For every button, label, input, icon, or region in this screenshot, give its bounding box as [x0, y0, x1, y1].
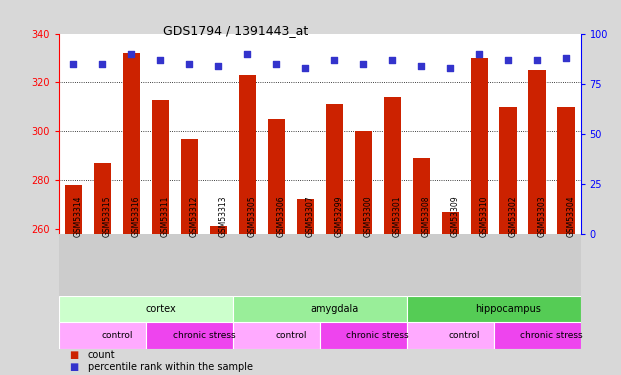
Text: GSM53306: GSM53306: [276, 195, 285, 237]
Text: GSM53304: GSM53304: [566, 195, 575, 237]
Text: GSM53310: GSM53310: [479, 195, 488, 237]
Point: [271, 61, 281, 67]
Bar: [355, 131, 372, 234]
Text: GSM53311: GSM53311: [160, 195, 170, 237]
Text: control: control: [101, 331, 133, 340]
Point: [503, 57, 513, 63]
Bar: [494, 322, 581, 349]
Text: ■: ■: [70, 362, 79, 372]
Bar: [59, 322, 146, 349]
Text: GSM53312: GSM53312: [189, 195, 198, 237]
Point: [97, 61, 107, 67]
Text: GSM53308: GSM53308: [421, 195, 430, 237]
Text: GSM53315: GSM53315: [102, 195, 111, 237]
Point: [214, 63, 224, 69]
Text: GSM53316: GSM53316: [132, 195, 140, 237]
Text: GSM53301: GSM53301: [392, 195, 401, 237]
Point: [242, 51, 252, 57]
Text: GSM53313: GSM53313: [219, 195, 227, 237]
Bar: [59, 296, 233, 322]
Bar: [320, 322, 407, 349]
Text: hippocampus: hippocampus: [475, 304, 541, 314]
Text: GSM53309: GSM53309: [450, 195, 459, 237]
Text: GDS1794 / 1391443_at: GDS1794 / 1391443_at: [163, 24, 309, 38]
Bar: [442, 211, 459, 234]
Text: GSM53305: GSM53305: [247, 195, 256, 237]
Text: cortex: cortex: [145, 304, 176, 314]
Text: GSM53299: GSM53299: [334, 195, 343, 237]
Text: GSM53307: GSM53307: [306, 195, 314, 237]
Bar: [407, 296, 581, 322]
Text: control: control: [449, 331, 481, 340]
Bar: [146, 322, 233, 349]
Point: [474, 51, 484, 57]
Point: [155, 57, 165, 63]
Text: count: count: [88, 350, 116, 360]
Text: chronic stress: chronic stress: [520, 331, 583, 340]
Bar: [412, 158, 430, 234]
Bar: [471, 58, 488, 234]
Bar: [325, 104, 343, 234]
Point: [445, 65, 455, 71]
Bar: [65, 185, 82, 234]
Bar: [499, 107, 517, 234]
Bar: [407, 322, 494, 349]
Text: GSM53302: GSM53302: [508, 195, 517, 237]
Bar: [238, 75, 256, 234]
Point: [388, 57, 397, 63]
Point: [561, 55, 571, 61]
Text: chronic stress: chronic stress: [347, 331, 409, 340]
Text: control: control: [275, 331, 307, 340]
Bar: [233, 322, 320, 349]
Text: amygdala: amygdala: [310, 304, 358, 314]
Bar: [558, 107, 575, 234]
Bar: [268, 119, 285, 234]
Bar: [297, 200, 314, 234]
Text: ■: ■: [70, 350, 79, 360]
Point: [329, 57, 339, 63]
Text: chronic stress: chronic stress: [173, 331, 235, 340]
Text: GSM53314: GSM53314: [73, 195, 83, 237]
Point: [358, 61, 368, 67]
Bar: [152, 99, 169, 234]
Point: [184, 61, 194, 67]
Point: [127, 51, 137, 57]
Bar: [123, 53, 140, 234]
Point: [532, 57, 542, 63]
Text: GSM53300: GSM53300: [363, 195, 372, 237]
Bar: [94, 163, 111, 234]
Text: GSM53303: GSM53303: [537, 195, 546, 237]
Point: [416, 63, 426, 69]
Point: [68, 61, 78, 67]
Bar: [210, 226, 227, 234]
Bar: [181, 138, 198, 234]
Text: percentile rank within the sample: percentile rank within the sample: [88, 362, 253, 372]
Bar: [384, 97, 401, 234]
Bar: [528, 70, 546, 234]
Bar: [233, 296, 407, 322]
Point: [301, 65, 310, 71]
